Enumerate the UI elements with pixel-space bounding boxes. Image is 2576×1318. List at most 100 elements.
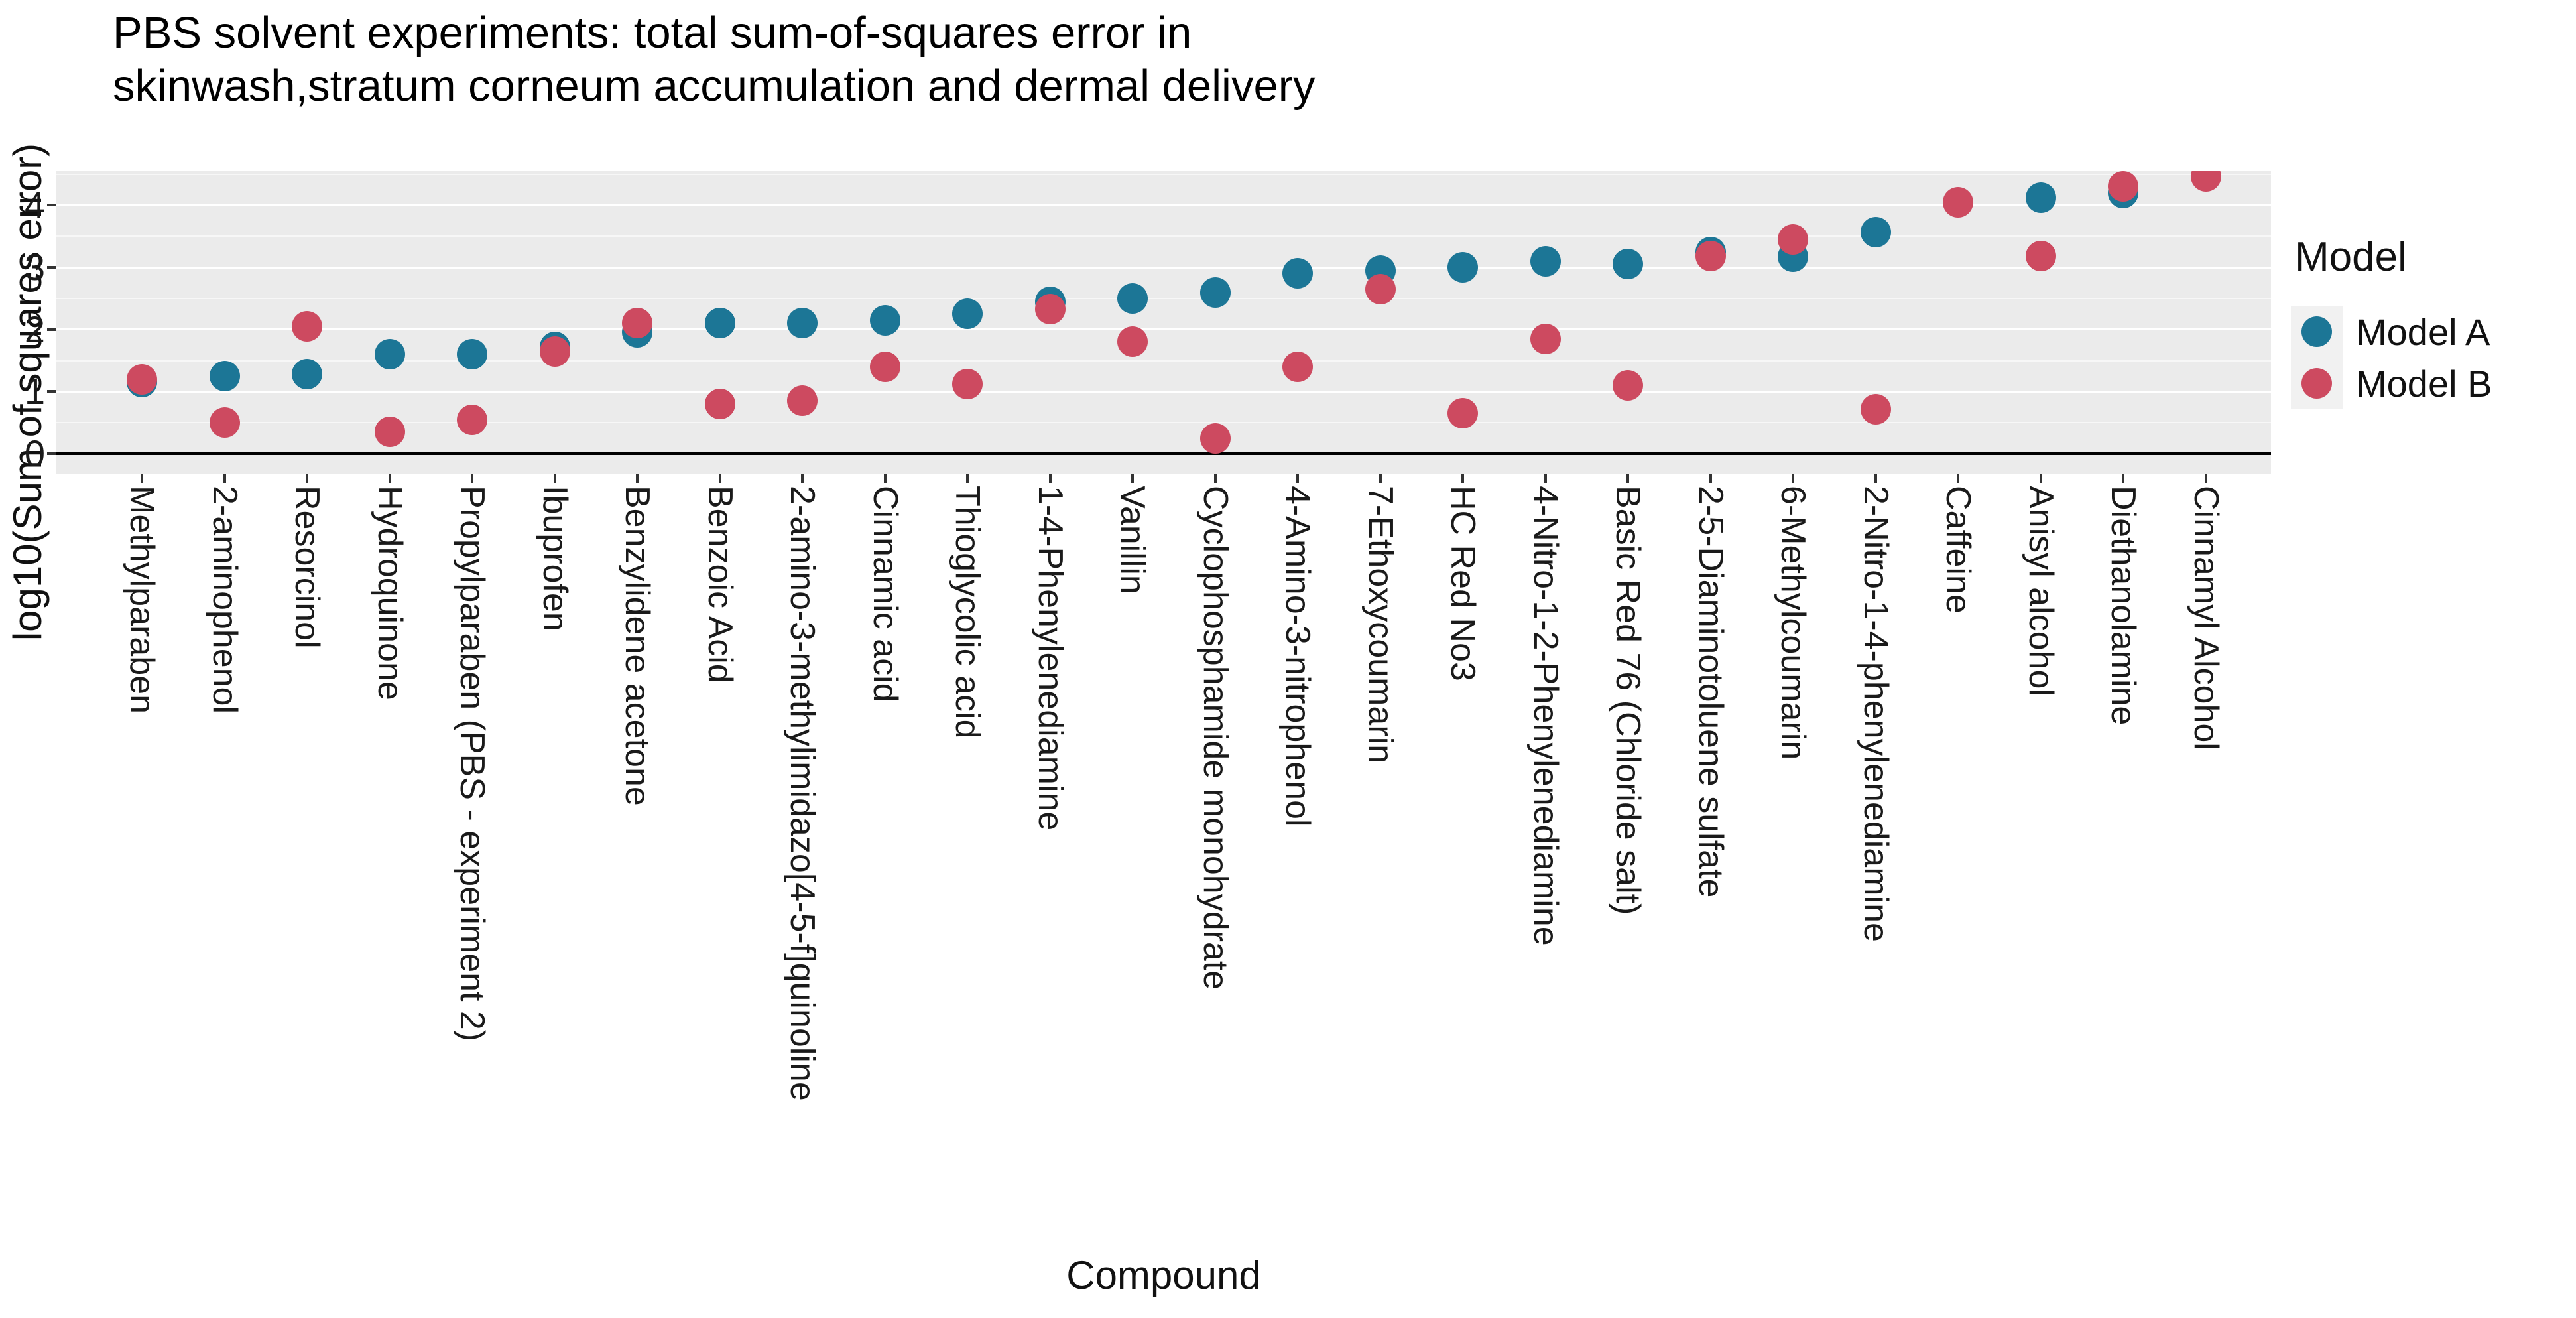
x-tick-mark <box>1296 474 1299 483</box>
data-point-model-a <box>1447 252 1478 283</box>
y-tick-mark <box>47 452 56 456</box>
data-point-model-a <box>1613 249 1643 280</box>
data-point-model-b <box>869 351 900 382</box>
data-point-model-b <box>1447 398 1478 429</box>
x-category-label: 6-Methylcoumarin <box>1774 486 1812 760</box>
data-point-model-a <box>704 308 735 339</box>
data-point-model-a <box>209 360 240 391</box>
x-category-label: 4-Nitro-1-2-Phenylenediamine <box>1526 486 1565 946</box>
data-point-model-b <box>374 417 405 448</box>
data-point-model-a <box>292 359 322 390</box>
data-point-model-b <box>539 336 570 367</box>
major-gridline <box>56 390 2271 393</box>
y-tick-label: 1 <box>24 370 45 413</box>
x-tick-mark <box>801 474 804 483</box>
data-point-model-a <box>952 298 983 330</box>
data-point-model-b <box>952 369 983 400</box>
x-tick-mark <box>1957 474 1959 483</box>
data-point-model-b <box>1282 351 1313 382</box>
y-tick-label: 4 <box>24 184 45 226</box>
x-tick-mark <box>388 474 391 483</box>
x-tick-mark <box>1213 474 1217 483</box>
model-b-dot-icon <box>2301 368 2332 399</box>
x-tick-mark <box>2039 474 2042 483</box>
data-point-model-b <box>2190 171 2221 192</box>
y-tick-label: 3 <box>24 246 45 289</box>
data-point-model-a <box>1199 277 1231 308</box>
legend: Model Model A Model B <box>2291 233 2492 409</box>
data-point-model-a <box>2025 182 2056 214</box>
model-a-dot-icon <box>2301 316 2332 347</box>
x-tick-mark <box>636 474 639 483</box>
data-point-model-a <box>457 339 487 370</box>
x-category-label: 2-Nitro-1-4-phenylenediamine <box>1856 486 1895 942</box>
legend-label-model-b: Model B <box>2356 362 2492 405</box>
chart-title-line1: PBS solvent experiments: total sum-of-sq… <box>113 8 1192 58</box>
x-category-label: Benzylidene acetone <box>618 486 656 806</box>
data-point-model-b <box>292 311 322 342</box>
data-point-model-b <box>2025 241 2056 272</box>
data-point-model-b <box>704 389 735 420</box>
zero-baseline <box>56 452 2271 456</box>
data-point-model-a <box>374 339 405 370</box>
minor-gridline <box>56 360 2271 362</box>
y-tick-mark <box>47 266 56 269</box>
legend-key-model-a <box>2291 306 2343 358</box>
x-tick-mark <box>1379 474 1382 483</box>
x-category-label: Ibuprofen <box>535 486 574 631</box>
legend-row-model-a: Model A <box>2291 306 2492 358</box>
legend-row-model-b: Model B <box>2291 358 2492 409</box>
data-point-model-b <box>127 363 157 395</box>
major-gridline <box>56 204 2271 206</box>
data-point-model-b <box>1034 293 1066 324</box>
x-category-label: Cinnamic acid <box>865 486 904 702</box>
x-tick-mark <box>223 474 226 483</box>
minor-gridline <box>56 297 2271 299</box>
x-tick-mark <box>1709 474 1712 483</box>
x-category-label: Cyclophosphamide monohydrate <box>1196 486 1235 990</box>
data-point-model-b <box>209 407 240 438</box>
x-tick-mark <box>553 474 556 483</box>
x-category-label: Benzoic Acid <box>700 486 739 683</box>
data-point-model-a <box>1117 283 1148 314</box>
chart-title: PBS solvent experiments: total sum-of-sq… <box>113 7 1316 113</box>
data-point-model-b <box>622 308 652 339</box>
x-tick-mark <box>966 474 969 483</box>
x-category-label: 4-Amino-3-nitrophenol <box>1278 486 1317 827</box>
x-category-label: 2-aminophenol <box>205 486 244 714</box>
plot-panel <box>56 171 2271 474</box>
data-point-model-b <box>787 385 818 417</box>
data-point-model-b <box>1695 241 1726 272</box>
data-point-model-a <box>869 304 900 336</box>
data-point-model-b <box>1117 326 1148 358</box>
x-tick-mark <box>883 474 887 483</box>
x-tick-mark <box>1131 474 1134 483</box>
x-category-label: Vanillin <box>1113 486 1152 594</box>
x-category-label: Hydroquinone <box>370 486 409 700</box>
x-category-label: HC Red No3 <box>1443 486 1482 681</box>
y-tick-label: 0 <box>24 432 45 475</box>
data-point-model-b <box>1860 393 1891 425</box>
x-tick-mark <box>1626 474 1629 483</box>
x-category-label: Propylparaben (PBS - experiment 2) <box>453 486 491 1042</box>
x-tick-mark <box>2122 474 2124 483</box>
x-tick-mark <box>1048 474 1052 483</box>
y-tick-label: 2 <box>24 308 45 350</box>
x-tick-mark <box>2204 474 2207 483</box>
x-category-label: 2-5-Diaminotoluene sulfate <box>1691 486 1730 898</box>
data-point-model-a <box>787 308 818 339</box>
minor-gridline <box>56 235 2271 237</box>
legend-label-model-a: Model A <box>2356 310 2490 353</box>
x-tick-mark <box>1544 474 1547 483</box>
x-tick-mark <box>718 474 721 483</box>
data-point-model-b <box>2108 171 2138 202</box>
x-tick-mark <box>1792 474 1794 483</box>
x-category-label: Thioglycolic acid <box>948 486 987 739</box>
data-point-model-b <box>1530 323 1561 354</box>
data-point-model-b <box>1365 273 1396 304</box>
x-category-label: Diethanolamine <box>2104 486 2142 726</box>
major-gridline <box>56 266 2271 269</box>
data-point-model-a <box>1282 258 1313 289</box>
x-category-label: Resorcinol <box>288 486 326 649</box>
